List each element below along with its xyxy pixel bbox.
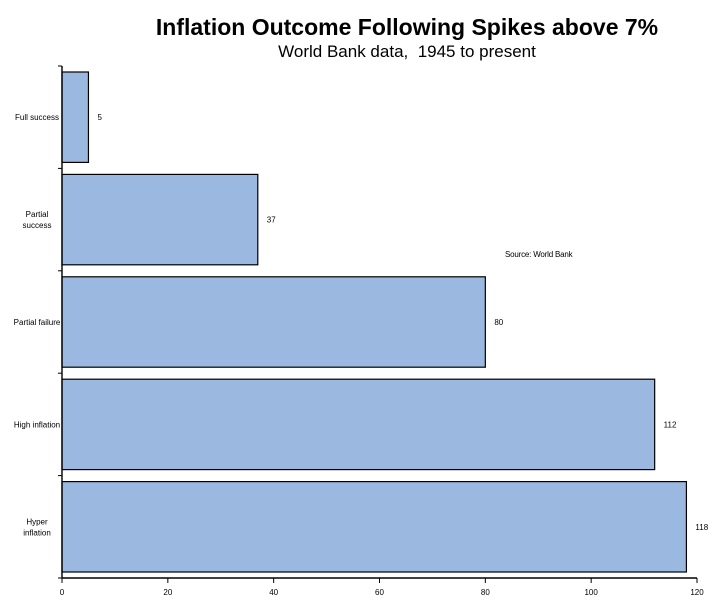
bar [61,378,656,471]
x-tick-label: 40 [269,588,278,597]
bar [61,276,486,368]
category-label: High inflation [14,420,60,429]
category-label: Partial success [23,210,52,230]
category-label-line: Partial failure [14,318,61,327]
bar-value-label: 118 [695,523,708,532]
chart-title: Inflation Outcome Following Spikes above… [155,14,659,40]
x-tick-label: 60 [375,588,384,597]
x-tick-label: 20 [163,588,172,597]
x-tick-label: 0 [60,588,65,597]
source-annotation: Source: World Bank [505,250,573,259]
category-label: Hyper inflation [23,517,51,537]
chart-subtitle: World Bank data, 1945 to present [278,42,536,61]
category-label-line: High inflation [14,420,60,429]
bar [61,481,688,573]
bar-value-label: 112 [664,420,677,429]
x-tick-label: 120 [690,588,704,597]
category-label-line: success [23,221,52,230]
bar [61,173,259,266]
axes [58,65,698,583]
category-label-line: inflation [23,528,51,537]
category-label-line: Partial [26,210,49,219]
bar-value-label: 5 [97,113,102,122]
x-tick-label: 80 [481,588,490,597]
category-label: Full success [15,113,59,122]
bar-value-label: 80 [494,318,503,327]
category-label-line: Full success [15,113,59,122]
bars-layer [61,71,688,573]
bar-value-label: 37 [267,216,276,225]
x-tick-label: 100 [584,588,598,597]
bar [61,71,90,164]
category-label-line: Hyper [26,517,48,526]
category-label: Partial failure [14,318,61,327]
labels-layer: 5 Full success 37 Partial success 80 Partial f… [14,113,709,597]
